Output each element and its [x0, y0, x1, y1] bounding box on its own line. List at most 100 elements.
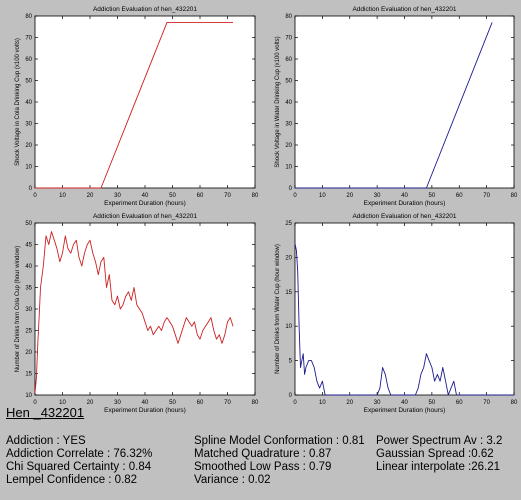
linear-interpolate: Linear interpolate :26.21: [376, 461, 501, 473]
y-axis-label: Number of Drinks from Water Cup (hour wi…: [275, 244, 281, 374]
x-tick-label: 10: [59, 400, 66, 406]
x-tick-label: 80: [511, 193, 518, 199]
x-tick-label: 20: [346, 193, 353, 199]
smoothed-low-pass: Smoothed Low Pass : 0.79: [194, 461, 332, 473]
y-tick-label: 40: [25, 100, 32, 106]
y-tick-label: 0: [289, 186, 293, 192]
y-tick-label: 60: [25, 57, 32, 63]
x-tick-label: 20: [87, 400, 94, 406]
y-tick-label: 10: [25, 393, 32, 399]
x-axis-label: Experiment Duration (hours): [104, 200, 186, 207]
matched-quadrature: Matched Quadrature : 0.87: [194, 448, 332, 460]
x-tick-label: 70: [224, 193, 231, 199]
x-tick-label: 40: [401, 400, 408, 406]
x-tick-label: 20: [87, 193, 94, 199]
plot-area: [34, 15, 256, 189]
x-tick-label: 60: [197, 400, 204, 406]
x-tick-label: 30: [114, 400, 121, 406]
lempel-confidence: Lempel Confidence : 0.82: [6, 474, 138, 486]
addiction-correlate: Addiction Correlate : 76.32%: [6, 448, 153, 460]
y-tick-label: 50: [25, 79, 32, 85]
y-tick-label: 0: [29, 186, 33, 192]
y-axis-label: Shock Voltage in Water Drinking Cup (x10…: [275, 36, 281, 167]
y-tick-label: 30: [25, 122, 32, 128]
y-tick-label: 40: [25, 264, 32, 270]
series-line: [295, 22, 493, 189]
x-tick-label: 40: [401, 193, 408, 199]
y-tick-label: 70: [285, 36, 292, 42]
y-tick-label: 0: [289, 393, 293, 399]
y-tick-label: 15: [25, 372, 32, 378]
y-tick-label: 10: [285, 165, 292, 171]
y-tick-label: 40: [285, 100, 292, 106]
chart-3: 0 10 20 30 40 50 60 70 80101520253035404550Addic…: [15, 213, 259, 414]
y-tick-label: 20: [25, 350, 32, 356]
y-tick-label: 80: [25, 14, 32, 20]
y-tick-label: 30: [285, 122, 292, 128]
chart-4: 0 10 20 30 40 50 60 70 80 0 5 10 15 20 25 Addiction Eva…: [275, 213, 518, 414]
plot-area: [294, 15, 515, 189]
chart-title: Addiction Evaluation of hen_432201: [352, 6, 456, 13]
spline-model-conformation: Spline Model Conformation : 0.81: [194, 435, 365, 447]
x-tick-label: 10: [59, 193, 66, 199]
y-tick-label: 25: [285, 221, 292, 227]
x-tick-label: 10: [319, 193, 326, 199]
x-tick-label: 30: [374, 400, 381, 406]
chart-2: 0 10 20 30 40 50 60 70 80 0 10 20 30 40 50 60 70 80 Addict…: [275, 6, 518, 207]
x-tick-label: 60: [456, 400, 463, 406]
chart-title: Addiction Evaluation of hen_432201: [352, 213, 456, 220]
x-tick-label: 50: [169, 193, 176, 199]
x-axis-label: Experiment Duration (hours): [364, 200, 446, 207]
x-tick-label: 60: [456, 193, 463, 199]
variance: Variance : 0.02: [194, 474, 271, 486]
chart-1: 0 10 20 30 40 50 60 70 80 0 10 20 30 40 50 60 70 80 Addict…: [15, 6, 259, 207]
x-tick-label: 30: [374, 193, 381, 199]
x-tick-label: 50: [429, 193, 436, 199]
y-tick-label: 80: [285, 14, 292, 20]
y-tick-label: 10: [25, 165, 32, 171]
power-spectrum-av: Power Spectrum Av : 3.2: [376, 435, 503, 447]
y-tick-label: 5: [289, 359, 293, 365]
y-tick-label: 35: [25, 286, 32, 292]
addiction-result: Addiction : YES: [6, 435, 86, 447]
x-tick-label: 0: [33, 400, 37, 406]
x-tick-label: 70: [224, 400, 231, 406]
y-tick-label: 45: [25, 243, 32, 249]
y-axis-label: Number of Drinks from Cola Cup (hour win…: [15, 246, 21, 372]
x-tick-label: 50: [429, 400, 436, 406]
x-tick-label: 50: [169, 400, 176, 406]
x-tick-label: 20: [346, 400, 353, 406]
x-tick-label: 0: [293, 400, 297, 406]
chart-title: Addiction Evaluation of hen_432201: [93, 213, 197, 220]
y-tick-label: 20: [285, 143, 292, 149]
x-tick-label: 60: [197, 193, 204, 199]
x-tick-label: 80: [252, 400, 259, 406]
y-tick-label: 15: [285, 290, 292, 296]
y-tick-label: 50: [25, 221, 32, 227]
y-tick-label: 20: [285, 255, 292, 261]
chi-squared-certainty: Chi Squared Certainty : 0.84: [6, 461, 152, 473]
series-line: [35, 21, 233, 189]
plot-area: [294, 222, 515, 396]
x-tick-label: 0: [293, 193, 297, 199]
y-tick-label: 20: [25, 143, 32, 149]
x-tick-label: 70: [483, 400, 490, 406]
y-tick-label: 25: [25, 329, 32, 335]
x-tick-label: 30: [114, 193, 121, 199]
x-tick-label: 40: [142, 193, 149, 199]
x-tick-label: 80: [252, 193, 259, 199]
series-line: [34, 231, 234, 393]
x-tick-label: 10: [319, 400, 326, 406]
x-tick-label: 70: [483, 193, 490, 199]
x-tick-label: 40: [142, 400, 149, 406]
series-line: [294, 243, 514, 396]
y-tick-label: 30: [25, 307, 32, 313]
chart-title: Addiction Evaluation of hen_432201: [93, 6, 197, 13]
hen-id-label: Hen _432201: [6, 405, 85, 420]
y-axis-label: Shock Voltage in Cola Drinking Cup (x100…: [15, 38, 21, 166]
y-tick-label: 10: [285, 324, 292, 330]
x-tick-label: 0: [33, 193, 37, 199]
gaussian-spread: Gaussian Spread :0.62: [376, 448, 494, 460]
x-axis-label: Experiment Duration (hours): [104, 407, 186, 414]
